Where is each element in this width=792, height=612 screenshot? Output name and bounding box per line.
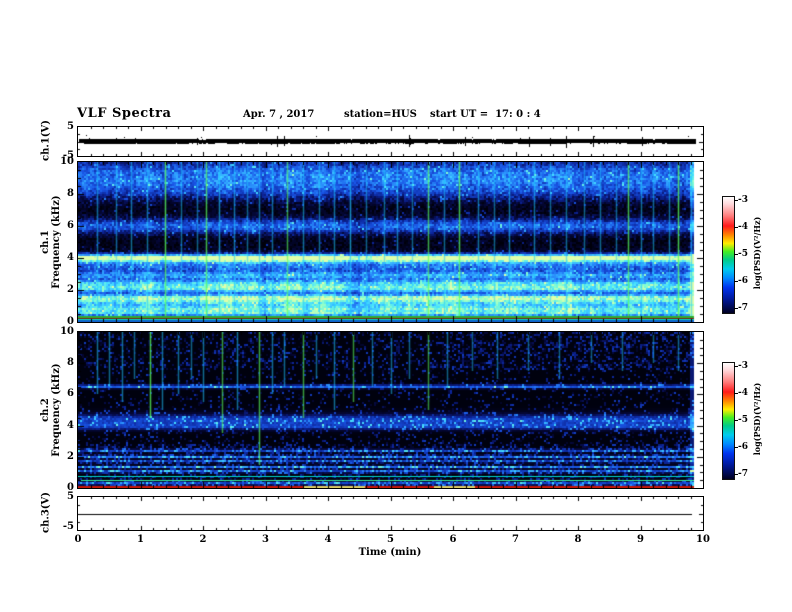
ch2-spec-ytick-label: 4 (67, 420, 74, 431)
ch1-spectrogram-canvas (78, 162, 703, 322)
ch3-wave-ytick-label: -5 (62, 521, 74, 532)
colorbar-tick-label: -6 (738, 276, 748, 286)
ch3-waveform-canvas (78, 497, 703, 530)
colorbar-tick-mark (734, 366, 738, 367)
ch3-wave-ytick-label: 5 (67, 491, 74, 502)
colorbar-tick-mark (734, 474, 738, 475)
header-station: station=HUS (344, 109, 417, 120)
x-tick-label: 9 (637, 534, 644, 545)
colorbar-tick-label: -3 (738, 195, 748, 205)
colorbar-tick-label: -5 (738, 415, 748, 425)
colorbar-tick-label: -7 (738, 303, 748, 313)
ch3-waveform-panel (77, 496, 704, 531)
ch1-spec-ytick-label: 6 (67, 220, 74, 231)
ch2-spectrogram-canvas (78, 332, 703, 488)
colorbar-tick-label: -3 (738, 361, 748, 371)
colorbar-tick-mark (734, 200, 738, 201)
ch1-wave-ytick-label: 5 (67, 121, 74, 132)
ch1-wave-ytick-label: -5 (62, 150, 74, 161)
x-tick-label: 10 (696, 534, 710, 545)
ch1-spec-ytick-label: 0 (67, 316, 74, 327)
colorbar-tick-mark (734, 281, 738, 282)
ch2-spec-ytick-label: 8 (67, 357, 74, 368)
ch1-spec-ytick-label: 8 (67, 188, 74, 199)
colorbar-tick-label: -4 (738, 388, 748, 398)
ch1-waveform-canvas (78, 127, 703, 156)
ch1-colorbar (722, 196, 735, 314)
colorbar-tick-label: -7 (738, 469, 748, 479)
colorbar-tick-mark (734, 308, 738, 309)
x-tick-label: 2 (199, 534, 207, 545)
time-axis-label: Time (min) (358, 547, 422, 558)
ch2-spec-ytick-label: 6 (67, 388, 74, 399)
page-title: VLF Spectra (77, 106, 172, 121)
ch1-spec-ytick-label: 10 (60, 156, 74, 167)
ch2-colorbar (722, 362, 735, 480)
ch2-spec-ytick-label: 10 (60, 326, 74, 337)
colorbar-tick-mark (734, 254, 738, 255)
ch1-spectrogram-panel (77, 161, 704, 323)
colorbar-tick-mark (734, 420, 738, 421)
colorbar-tick-mark (734, 393, 738, 394)
x-tick-label: 0 (74, 534, 82, 545)
ch1-spec-ytick-label: 2 (67, 284, 74, 295)
x-tick-label: 5 (387, 534, 394, 545)
colorbar-tick-mark (734, 227, 738, 228)
colorbar-tick-mark (734, 447, 738, 448)
colorbar-tick-label: -6 (738, 442, 748, 452)
x-tick-label: 1 (137, 534, 144, 545)
ch2-spectrogram-panel (77, 331, 704, 489)
ch2-spec-ytick-label: 0 (67, 482, 74, 493)
x-tick-label: 4 (324, 534, 332, 545)
x-tick-label: 8 (574, 534, 582, 545)
x-tick-label: 6 (449, 534, 457, 545)
colorbar-tick-label: -4 (738, 222, 748, 232)
header-start-ut: start UT = 17: 0 : 4 (430, 109, 541, 120)
ch1-waveform-panel (77, 126, 704, 157)
ch2-spec-ytick-label: 2 (67, 451, 74, 462)
x-tick-label: 7 (512, 534, 519, 545)
header-date: Apr. 7 , 2017 (243, 109, 315, 120)
colorbar-tick-label: -5 (738, 249, 748, 259)
ch1-spec-ytick-label: 4 (67, 252, 74, 263)
x-tick-label: 3 (262, 534, 269, 545)
